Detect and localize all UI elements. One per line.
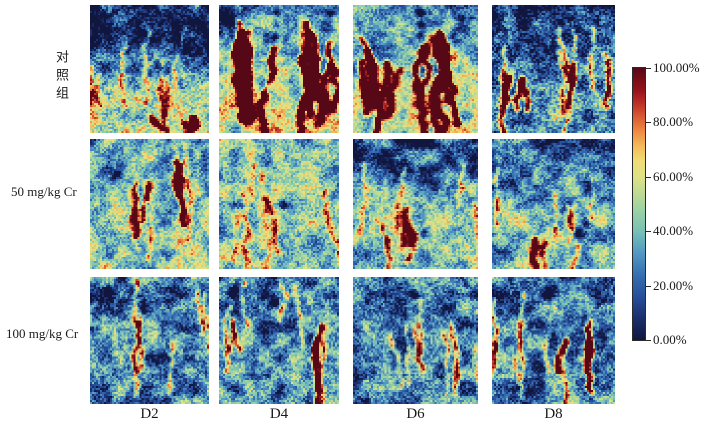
colorbar-tick-label: 20.00% <box>653 277 694 293</box>
colorbar-tickmark <box>646 68 651 69</box>
heatmap-canvas <box>219 139 339 269</box>
row-label-100mgkg-cr: 100 mg/kg Cr <box>6 326 79 341</box>
colorbar <box>632 67 646 341</box>
heatmap-panel-r1c0 <box>90 139 209 269</box>
heatmap-panel-r2c1 <box>219 277 339 404</box>
heatmap-canvas <box>90 5 209 133</box>
heatmap-canvas <box>219 277 339 404</box>
heatmap-panel-r2c3 <box>492 277 615 404</box>
col-label-d8: D8 <box>544 406 563 422</box>
col-label-d6: D6 <box>406 406 425 422</box>
heatmap-canvas <box>492 277 615 404</box>
row-label-control-group: 对照组 <box>54 50 69 104</box>
colorbar-tickmark <box>646 231 651 233</box>
colorbar-tickmark <box>646 122 651 124</box>
row-label-50mgkg-cr: 50 mg/kg Cr <box>11 184 77 199</box>
heatmap-canvas <box>219 5 339 133</box>
heatmap-canvas <box>353 277 478 404</box>
heatmap-panel-r0c0 <box>90 5 209 133</box>
heatmap-canvas <box>492 5 615 133</box>
heatmap-canvas <box>353 139 478 269</box>
heatmap-panel-r2c0 <box>90 277 209 404</box>
heatmap-panel-r1c3 <box>492 139 615 269</box>
heatmap-panel-r1c1 <box>219 139 339 269</box>
col-label-d2: D2 <box>140 406 159 422</box>
heatmap-panel-r0c3 <box>492 5 615 133</box>
colorbar-tickmark <box>646 340 651 341</box>
col-label-d4: D4 <box>269 406 289 422</box>
colorbar-tick-label: 60.00% <box>653 168 694 184</box>
heatmap-panel-r0c2 <box>353 5 478 133</box>
colorbar-tickmark <box>646 176 651 178</box>
heatmap-panel-r0c1 <box>219 5 339 133</box>
heatmap-panel-r1c2 <box>353 139 478 269</box>
heatmap-panel-r2c2 <box>353 277 478 404</box>
colorbar-tick-label: 40.00% <box>653 223 694 239</box>
heatmap-canvas <box>353 5 478 133</box>
colorbar-tick-label: 0.00% <box>653 332 687 347</box>
colorbar-tickmark <box>646 285 651 287</box>
colorbar-tick-label: 80.00% <box>653 114 694 130</box>
heatmap-canvas <box>492 139 615 269</box>
heatmap-canvas <box>90 139 209 269</box>
heatmap-canvas <box>90 277 209 404</box>
colorbar-tick-label: 100.00% <box>653 60 700 75</box>
